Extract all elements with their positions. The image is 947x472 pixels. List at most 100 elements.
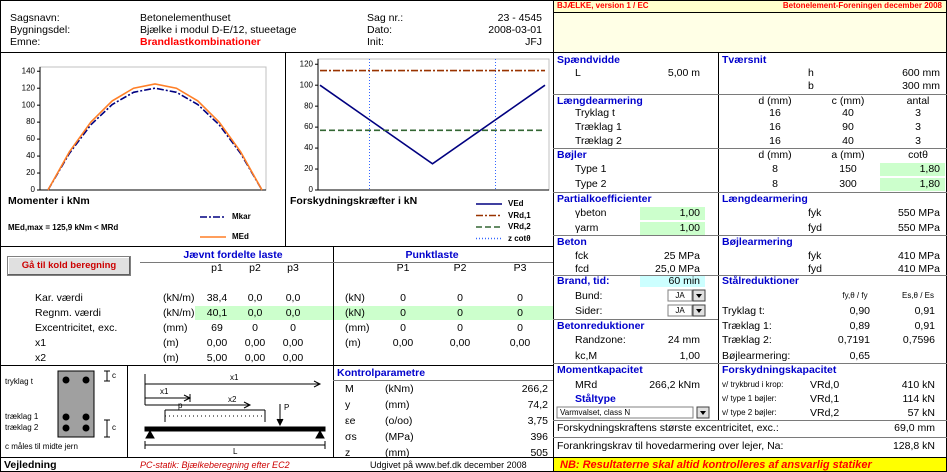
series-line [47, 87, 263, 191]
section-title: Kontrolparametre [337, 367, 426, 379]
cell-text: 1,00 [679, 350, 700, 362]
published-note: Udgivet på www.bef.dk december 2008 [370, 460, 527, 470]
cell-text: 128,8 kN [892, 440, 935, 452]
field-value: JFJ [525, 36, 542, 48]
y-tick-label: 40 [304, 143, 313, 152]
unit: (o/oo) [385, 415, 413, 427]
cell-text: 25,0 MPa [655, 263, 700, 275]
unit: (mm) [163, 322, 188, 334]
cell-text: 3 [915, 135, 921, 147]
cell-text: 0,90 [849, 305, 870, 317]
field-value: Bjælke i modul D-E/12, stueetage [140, 24, 297, 36]
column-header: P2 [453, 262, 467, 274]
sketch-label: p [178, 401, 183, 410]
column-header: P1 [396, 262, 410, 274]
load-value: 0,0 [285, 307, 301, 319]
cell-text: fck [575, 250, 589, 262]
field-label: Bygningsdel: [10, 24, 71, 36]
cell-text: Træklag 1 [575, 121, 622, 133]
symbol: M [345, 383, 354, 395]
cell-text: 8 [772, 178, 778, 190]
cell-text: v/ trykbrud i krop: [722, 380, 784, 389]
cell-text: Træklag 2: [722, 334, 772, 346]
cell-text: JA [675, 306, 685, 315]
cell-text: 1,80 [919, 163, 940, 175]
section-title: Spændvidde [557, 54, 621, 66]
value: 396 [530, 431, 548, 443]
cell-text: 410 MPa [897, 250, 940, 262]
cell-text: 550 MPa [897, 222, 940, 234]
load-value: 0,00 [206, 337, 228, 349]
sketch-label: tryklag t [5, 377, 34, 386]
cell-text: Randzone: [575, 334, 626, 346]
column-header: P3 [513, 262, 527, 274]
load-value: 0 [400, 322, 406, 334]
row-label: Regnm. værdi [35, 307, 101, 319]
guide-link: Vejledning [4, 459, 57, 471]
y-tick-label: 0 [31, 185, 36, 194]
y-tick-label: 100 [22, 100, 36, 109]
legend-label: MEd [232, 232, 249, 241]
symbol: εe [345, 415, 356, 427]
group-title: Jævnt fordelte laste [183, 249, 283, 261]
cell-text: Tryklag t [575, 107, 615, 119]
cell-text: 40 [842, 107, 854, 119]
unit: (kN/m) [163, 307, 195, 319]
load-value: 0,00 [244, 337, 266, 349]
y-tick-label: 20 [26, 168, 35, 177]
cell-text: 69,0 mm [894, 422, 935, 434]
legend-label: VRd,2 [508, 222, 531, 231]
load-value: 69 [211, 322, 223, 334]
cell-text: 266,2 kNm [649, 379, 700, 391]
cold-calculation-button[interactable]: Gå til kold beregning [7, 256, 131, 276]
input-cell [640, 207, 705, 220]
unit: (mm) [385, 399, 410, 411]
cell-text: 1,00 [679, 222, 700, 234]
cell-text: 0,91 [914, 320, 935, 332]
sketch-label: c [112, 371, 116, 380]
cell-text: 0,91 [914, 305, 935, 317]
value: 3,75 [527, 415, 548, 427]
section-title: Partialkoefficienter [557, 193, 652, 205]
cell-text: L [575, 67, 581, 79]
load-value: 0,00 [392, 337, 414, 349]
cell-text: 300 [839, 178, 857, 190]
field-label: Dato: [367, 24, 393, 36]
cell-text: Sider: [575, 305, 603, 317]
y-tick-label: 100 [300, 80, 314, 89]
cell-text: 3 [915, 121, 921, 133]
cell-text: 0,89 [849, 320, 870, 332]
row-label: x2 [35, 352, 47, 364]
unit: (mm) [345, 322, 370, 334]
cell-text: 24 mm [667, 334, 700, 346]
cell-text: Tryklag t: [722, 305, 765, 317]
section-title: Brand, tid: [557, 275, 610, 287]
section-title: Ståltype [575, 393, 616, 405]
load-value: 0,00 [244, 352, 266, 364]
field-label: Init: [367, 36, 384, 48]
plot-area [39, 66, 267, 191]
program-note: PC-statik: Bjælkeberegning efter EC2 [140, 460, 290, 470]
load-value: 0 [457, 307, 463, 319]
cell-text: Træklag 1: [722, 320, 772, 332]
load-value: 0 [457, 292, 463, 304]
cell-text: 1,80 [919, 178, 940, 190]
sketch-label: træklag 2 [5, 423, 39, 432]
y-tick-label: 120 [22, 83, 36, 92]
cell-text: fyk [808, 207, 822, 219]
load-value: 0,0 [247, 307, 263, 319]
y-tick-label: 40 [26, 151, 35, 160]
legend-label: z cotθ [508, 233, 531, 243]
symbol: z [345, 447, 351, 459]
dropdowns[interactable] [556, 289, 710, 419]
cell-text: 57 kN [907, 407, 935, 419]
input-cell [880, 178, 945, 191]
cell-text: 5,00 m [667, 67, 700, 79]
cell-text: VRd,2 [810, 407, 840, 419]
column-header: p1 [211, 262, 223, 274]
cell-text: 600 mm [902, 67, 940, 79]
cell-text: 0,7191 [837, 334, 870, 346]
beam-sketch [144, 374, 326, 449]
sketch-label: c måles til midte jern [5, 442, 78, 451]
